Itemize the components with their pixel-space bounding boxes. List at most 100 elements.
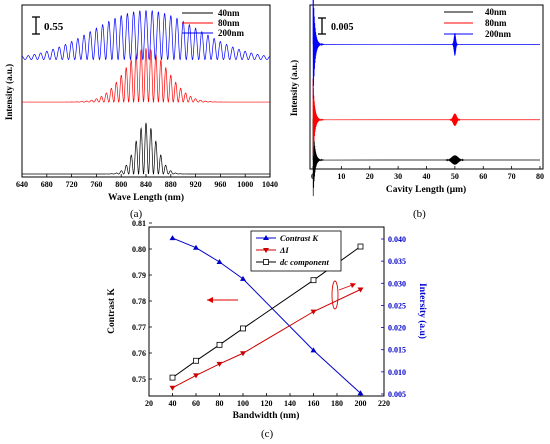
panel-a-scale-bar: 0.55 bbox=[32, 16, 64, 35]
panel-c-x-tick-label-200: 200 bbox=[355, 399, 367, 408]
panel-b-curve-80nm bbox=[312, 78, 540, 156]
panel-c-x-tick-label-60: 60 bbox=[192, 399, 200, 408]
panel-a-scale-bar-label: 0.55 bbox=[44, 21, 64, 33]
panel-b: 0 10 20 30 40 50 60 70 80 0.005 40nm 80nm 200nm … bbox=[289, 0, 544, 220]
legend-marker-delta-i bbox=[263, 248, 269, 253]
panel-c-point-ΔI-160 bbox=[310, 309, 317, 315]
panel-c-point-ΔI-80 bbox=[216, 361, 223, 367]
panel-b-curves bbox=[312, 0, 541, 197]
panel-c-x-tick-label-120: 120 bbox=[261, 399, 273, 408]
panel-c-right-axis-label: Intersity (a.u) bbox=[417, 283, 428, 339]
panel-c-x-tick-label-220: 220 bbox=[378, 399, 390, 408]
panel-c: 20 40 60 80 100 120 140 160 180 200 220 0.75 0.76 0.7… bbox=[107, 219, 428, 440]
panel-a-x-tick-label-680: 680 bbox=[41, 180, 53, 189]
panel-b-y-axis-label: Intensity (a.u.) bbox=[289, 60, 299, 116]
legend-marker-dc-component bbox=[263, 259, 269, 265]
panel-a-y-axis-label: Intensity (a.u.) bbox=[4, 64, 14, 120]
panel-b-legend-80nm: 80nm bbox=[485, 18, 507, 28]
panel-b-x-ticks: 0 10 20 30 40 50 60 70 80 bbox=[311, 166, 544, 181]
panel-a-x-tick-label-880: 880 bbox=[165, 180, 177, 189]
panel-c-left-tick-label-0.79: 0.79 bbox=[132, 271, 146, 280]
panel-c-left-tick-label-0.78: 0.78 bbox=[132, 297, 146, 306]
panel-b-x-tick-label-0: 0 bbox=[311, 172, 315, 181]
panel-c-right-tick-label-0.005: 0.005 bbox=[388, 390, 406, 399]
panel-b-x-tick-label-50: 50 bbox=[451, 172, 459, 181]
panel-c-x-tick-label-100: 100 bbox=[237, 399, 249, 408]
panel-a: 640 680 720 760 800 840 880 920 960 1000 1040 0.55… bbox=[4, 4, 278, 220]
panel-a-x-tick-label-920: 920 bbox=[190, 180, 202, 189]
panel-a-legend-200nm: 200nm bbox=[218, 28, 245, 38]
arrow-head-right bbox=[350, 283, 356, 288]
panel-c-point-Contrast K-40 bbox=[169, 235, 176, 241]
panel-c-right-tick-label-0.02: 0.020 bbox=[388, 324, 406, 333]
panel-a-x-tick-label-640: 640 bbox=[16, 180, 28, 189]
panel-c-point-dc component-40 bbox=[169, 374, 176, 381]
panel-c-point-Contrast K-200 bbox=[357, 390, 364, 396]
panel-c-right-tick-label-0.03: 0.030 bbox=[388, 279, 406, 288]
panel-b-caption: (b) bbox=[413, 208, 426, 220]
panel-b-x-tick-label-40: 40 bbox=[423, 172, 431, 181]
panel-c-legend-dc-component: dc component bbox=[280, 257, 330, 267]
panel-c-point-dc component-160 bbox=[310, 277, 317, 284]
panel-b-x-tick-label-10: 10 bbox=[337, 172, 345, 181]
panel-c-point-Contrast K-60 bbox=[193, 244, 199, 250]
panel-c-left-tick-label-0.76: 0.76 bbox=[132, 349, 146, 358]
panel-c-right-tick-label-0.015: 0.015 bbox=[388, 346, 406, 355]
panel-a-curve-80nm bbox=[22, 48, 270, 104]
panel-c-series bbox=[169, 235, 364, 396]
panel-c-caption: (c) bbox=[261, 428, 274, 440]
panel-b-scale-bar-label: 0.005 bbox=[331, 22, 354, 33]
panel-b-curve-40nm bbox=[312, 118, 541, 197]
panel-c-line-ΔI bbox=[172, 289, 361, 389]
panel-a-curve-200nm bbox=[21, 9, 270, 61]
panel-a-legend-80nm: 80nm bbox=[218, 18, 240, 28]
panel-c-point-ΔI-100 bbox=[240, 351, 246, 357]
panel-b-x-axis-label: Cavity Length (μm) bbox=[386, 184, 466, 195]
panel-a-x-ticks: 640 680 720 760 800 840 880 920 960 1000 1040 bbox=[16, 174, 278, 189]
panel-b-legend-200nm: 200nm bbox=[485, 29, 512, 39]
panel-c-legend: Contrast K ΔI dc component bbox=[250, 230, 342, 272]
panel-a-legend: 40nm 80nm 200nm bbox=[182, 8, 245, 38]
panel-b-scale-bar: 0.005 bbox=[318, 17, 354, 35]
panel-c-x-tick-label-40: 40 bbox=[169, 399, 177, 408]
panel-c-annotations bbox=[207, 280, 356, 310]
panel-b-x-tick-label-60: 60 bbox=[479, 172, 487, 181]
panel-b-legend: 40nm 80nm 200nm bbox=[444, 7, 512, 39]
panel-c-ticks: 20 40 60 80 100 120 140 160 180 200 220 0.75 0.76 0.7… bbox=[132, 219, 406, 408]
panel-c-point-ΔI-200 bbox=[357, 287, 364, 293]
panel-c-right-tick-label-0.01: 0.010 bbox=[388, 368, 406, 377]
series-grouping-ellipse bbox=[331, 280, 339, 310]
panel-b-legend-40nm: 40nm bbox=[485, 7, 507, 17]
panel-c-point-Contrast K-80 bbox=[216, 259, 223, 264]
panel-a-caption: (a) bbox=[130, 208, 143, 220]
panel-c-legend-contrast-k: Contrast K bbox=[280, 233, 319, 243]
panel-c-x-axis-label: Bandwidth (nm) bbox=[233, 410, 300, 421]
panel-a-legend-40nm: 40nm bbox=[218, 8, 240, 18]
panel-c-right-tick-label-0.025: 0.025 bbox=[388, 301, 406, 310]
panel-c-right-tick-label-0.035: 0.035 bbox=[388, 257, 406, 266]
panel-c-x-tick-label-160: 160 bbox=[308, 399, 320, 408]
panel-c-left-tick-label-0.81: 0.81 bbox=[132, 219, 146, 228]
panel-c-point-dc component-100 bbox=[240, 325, 246, 332]
panel-b-x-tick-label-70: 70 bbox=[508, 172, 516, 181]
panel-c-x-tick-label-20: 20 bbox=[145, 399, 153, 408]
panel-c-left-tick-label-0.75: 0.75 bbox=[132, 375, 146, 384]
panel-a-curve-40nm bbox=[22, 122, 270, 176]
panel-c-left-axis-label: Contrast K bbox=[107, 288, 117, 334]
panel-a-x-tick-label-960: 960 bbox=[214, 180, 226, 189]
panel-a-x-tick-label-800: 800 bbox=[115, 180, 127, 189]
panel-c-line-Contrast K bbox=[172, 237, 361, 394]
panel-a-x-tick-label-1040: 1040 bbox=[262, 180, 278, 189]
panel-c-right-tick-label-0.04: 0.040 bbox=[388, 235, 406, 244]
panel-a-x-tick-label-1000: 1000 bbox=[237, 180, 253, 189]
panel-c-point-ΔI-60 bbox=[193, 373, 199, 379]
panel-c-point-dc component-80 bbox=[216, 341, 223, 348]
panel-c-x-tick-label-140: 140 bbox=[284, 399, 296, 408]
panel-a-x-tick-label-840: 840 bbox=[140, 180, 152, 189]
panel-c-point-dc component-200 bbox=[357, 243, 364, 250]
panel-c-line-dc component bbox=[172, 246, 361, 379]
panel-a-curves bbox=[21, 9, 270, 176]
panel-c-x-tick-label-180: 180 bbox=[331, 399, 343, 408]
panel-c-legend-delta-i: ΔI bbox=[279, 245, 289, 255]
